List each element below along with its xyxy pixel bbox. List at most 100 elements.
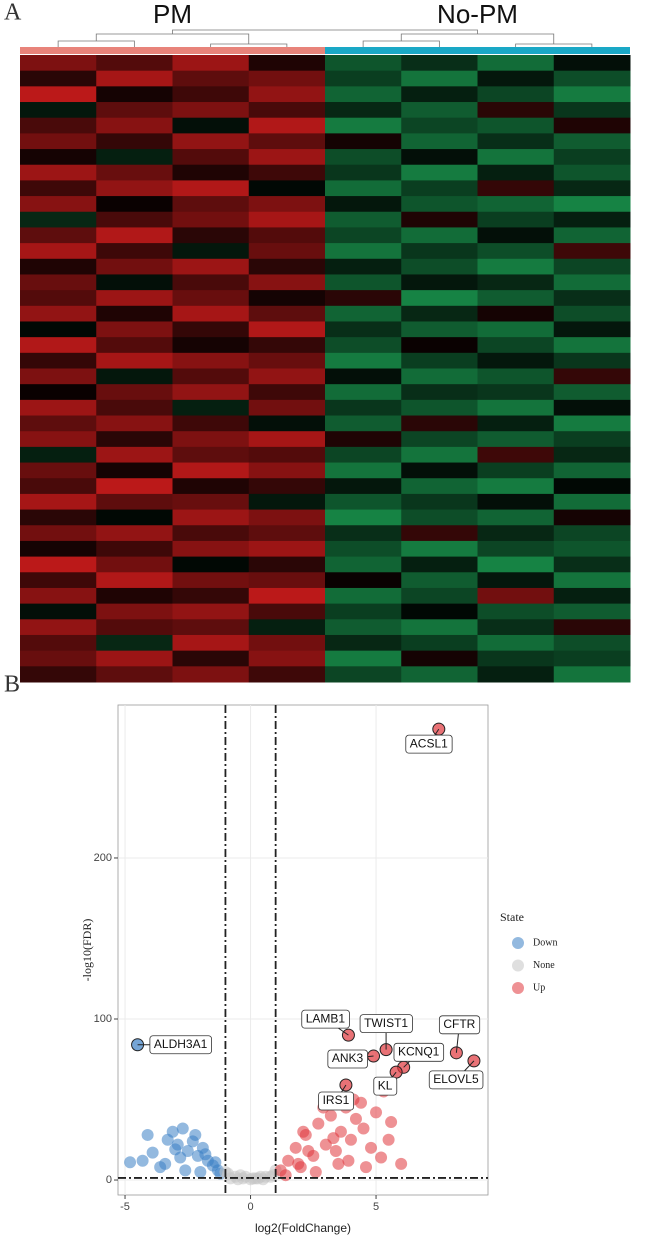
heatmap-cell — [553, 399, 631, 417]
heatmap-cell — [172, 368, 250, 385]
heatmap-cell — [172, 55, 250, 72]
heatmap-cell — [248, 258, 326, 275]
heatmap-cell — [553, 117, 631, 134]
data-point — [375, 1151, 388, 1164]
heatmap-cell — [20, 368, 97, 385]
heatmap-cell — [20, 525, 97, 542]
heatmap-cell — [172, 86, 250, 103]
heatmap-cell — [401, 55, 478, 72]
heatmap-cell — [20, 258, 97, 275]
point-label: ELOVL5 — [433, 1072, 479, 1086]
group-label: No-PM — [437, 0, 518, 29]
heatmap-cell — [248, 211, 326, 228]
heatmap-cell — [172, 70, 250, 87]
heatmap-cell — [553, 431, 631, 448]
legend-label: Up — [533, 982, 545, 993]
heatmap-cell — [96, 525, 173, 542]
data-point — [282, 1154, 295, 1167]
heatmap-cell — [401, 399, 478, 417]
data-point — [141, 1128, 154, 1141]
heatmap-cell — [248, 666, 326, 683]
heatmap-cell — [325, 462, 402, 479]
heatmap-cell — [96, 274, 173, 291]
data-point — [159, 1157, 172, 1170]
y-tick-label: 200 — [94, 852, 112, 864]
heatmap-cell — [401, 321, 478, 338]
heatmap-cell — [325, 164, 402, 181]
heatmap-cell — [477, 258, 555, 275]
heatmap-cell — [20, 133, 97, 150]
heatmap-cell — [553, 290, 631, 307]
heatmap-cell — [325, 196, 402, 213]
heatmap-cell — [553, 70, 631, 87]
heatmap-cell — [96, 415, 173, 432]
heatmap-cell — [96, 446, 173, 464]
heatmap-cell — [325, 86, 402, 103]
data-point — [342, 1154, 355, 1167]
heatmap-cell — [401, 556, 478, 573]
heatmap-cell — [96, 509, 173, 526]
heatmap-cell — [20, 55, 97, 72]
data-point — [194, 1165, 207, 1178]
heatmap-cell — [20, 337, 97, 354]
heatmap-cell — [477, 274, 555, 291]
heatmap-cell — [401, 274, 478, 291]
heatmap-cell — [325, 117, 402, 134]
heatmap-cell — [477, 603, 555, 620]
heatmap-cell — [172, 164, 250, 181]
heatmap-cell — [96, 352, 173, 369]
heatmap-cell — [553, 102, 631, 119]
heatmap-cell — [477, 196, 555, 213]
heatmap-cell — [553, 337, 631, 354]
label-box — [428, 1070, 484, 1090]
heatmap-cell — [172, 556, 250, 573]
heatmap-cell — [96, 227, 173, 244]
heatmap-cell — [20, 196, 97, 213]
heatmap-cell — [477, 509, 555, 526]
heatmap-cell — [96, 55, 173, 72]
group-bar — [325, 47, 630, 54]
heatmap-cell — [553, 587, 631, 605]
heatmap-cell — [553, 384, 631, 401]
heatmap-cell — [325, 258, 402, 275]
data-point — [136, 1154, 149, 1167]
heatmap-cell — [20, 321, 97, 338]
heatmap-cell — [96, 666, 173, 683]
heatmap-cell — [248, 180, 326, 197]
heatmap-cell — [248, 399, 326, 417]
heatmap-cell — [401, 619, 478, 636]
heatmap-cell — [248, 86, 326, 103]
heatmap-cell — [20, 478, 97, 495]
heatmap-cell — [325, 446, 402, 464]
heatmap-cell — [401, 634, 478, 652]
dendrogram — [210, 43, 288, 47]
heatmap-cell — [248, 493, 326, 511]
panel-letter: B — [4, 672, 20, 698]
heatmap-cell — [401, 164, 478, 181]
data-point — [327, 1132, 340, 1145]
heatmap-cell — [553, 180, 631, 197]
heatmap-cell — [401, 368, 478, 385]
heatmap-cell — [248, 462, 326, 479]
data-point — [354, 1096, 367, 1109]
heatmap-cell — [401, 384, 478, 401]
heatmap-cell — [172, 509, 250, 526]
heatmap-cell — [325, 525, 402, 542]
heatmap-cell — [96, 86, 173, 103]
heatmap-cell — [20, 650, 97, 667]
heatmap-cell — [96, 133, 173, 150]
heatmap-cell — [172, 196, 250, 213]
heatmap-cell — [553, 368, 631, 385]
dendrogram — [172, 29, 478, 34]
data-point — [166, 1125, 179, 1138]
heatmap-cell — [401, 587, 478, 605]
heatmap-cell — [325, 384, 402, 401]
heatmap-cell — [172, 102, 250, 119]
heatmap-cell — [248, 227, 326, 244]
heatmap-cell — [553, 603, 631, 620]
heatmap-cell — [20, 666, 97, 683]
heatmap-cell — [477, 337, 555, 354]
data-point — [209, 1156, 222, 1169]
heatmap-cell — [248, 164, 326, 181]
heatmap-cell — [248, 243, 326, 260]
